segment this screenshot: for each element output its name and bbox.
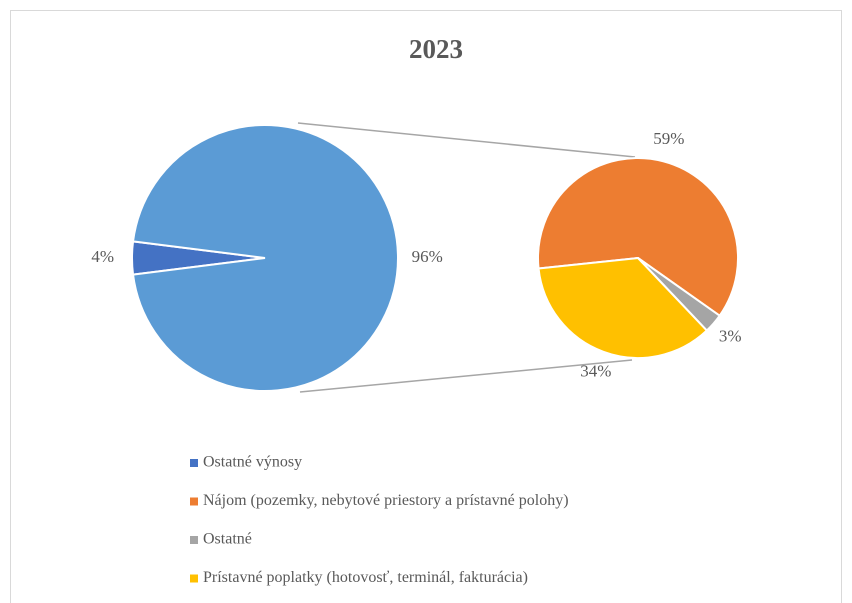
legend-swatch	[190, 574, 198, 583]
pie-slice	[537, 256, 709, 359]
connector-line	[297, 122, 636, 158]
legend-label: Prístavné poplatky (hotovosť, terminál, …	[203, 569, 528, 586]
data-label: 34%	[580, 361, 611, 380]
data-label: 3%	[719, 327, 742, 346]
data-label: 96%	[412, 247, 443, 266]
chart-title: 2023	[409, 34, 463, 64]
legend-label: Nájom (pozemky, nebytové priestory a prí…	[203, 492, 569, 509]
legend-swatch	[190, 497, 198, 506]
pie-slice	[537, 157, 739, 318]
data-label: 4%	[91, 247, 114, 266]
legend-label: Ostatné	[203, 531, 252, 548]
legend-label: Ostatné výnosy	[203, 454, 302, 471]
pie-slice	[131, 124, 399, 392]
legend-swatch	[190, 459, 198, 467]
data-label: 59%	[653, 129, 684, 148]
connector-line	[299, 359, 633, 393]
legend-swatch	[190, 536, 198, 544]
